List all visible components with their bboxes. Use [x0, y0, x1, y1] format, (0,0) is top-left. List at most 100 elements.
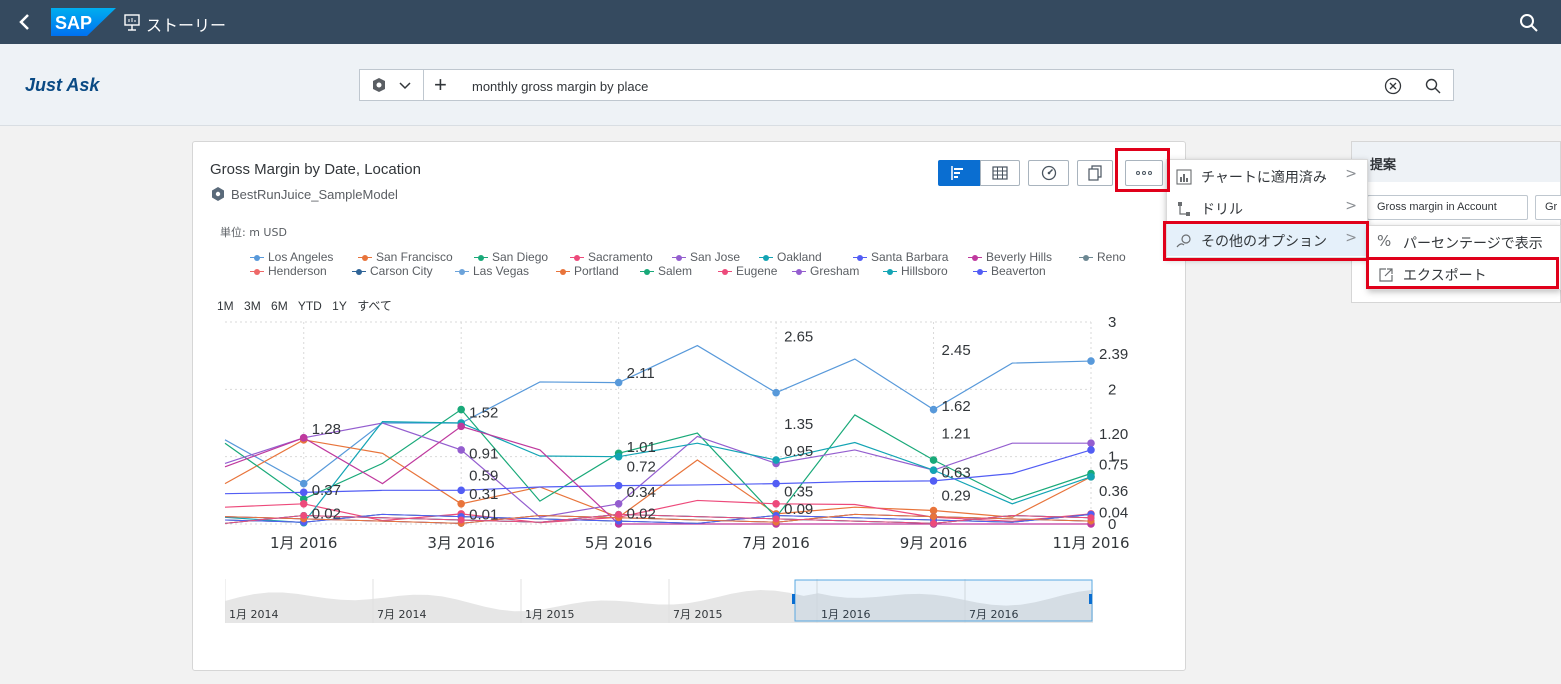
legend-item[interactable]: Beverly Hills — [968, 250, 1052, 264]
data-point — [614, 378, 623, 387]
menu-item-show-percentage[interactable]: % パーセンテージで表示 — [1369, 226, 1560, 258]
legend-item[interactable]: San Francisco — [358, 250, 453, 264]
time-navigator[interactable]: 1月 2014 7月 2014 1月 2015 7月 2015 1月 2016 7月 20… — [225, 579, 1093, 623]
data-point — [772, 456, 780, 464]
search-query-text[interactable]: monthly gross margin by place — [472, 79, 649, 94]
legend-item[interactable]: Los Angeles — [250, 250, 333, 264]
back-button[interactable] — [14, 10, 36, 34]
legend-marker — [352, 268, 366, 276]
menu-item-export[interactable]: エクスポート — [1369, 258, 1560, 290]
menu-item-more-options[interactable]: その他のオプション > — [1167, 224, 1367, 256]
range-1m[interactable]: 1M — [217, 299, 234, 313]
legend-item[interactable]: Hillsboro — [883, 264, 948, 278]
data-point — [929, 466, 938, 474]
legend-item[interactable]: Portland — [556, 264, 619, 278]
legend-item[interactable]: Salem — [640, 264, 692, 278]
copy-button[interactable] — [1077, 160, 1113, 186]
gauge-icon — [1041, 165, 1056, 181]
svg-text:SAP: SAP — [55, 13, 92, 33]
table-view-button[interactable] — [980, 160, 1020, 186]
line-chart[interactable]: 0 1 2 3 1月 2016 3月 2016 5月 2016 7月 2016 9月 2016 1… — [193, 142, 1185, 562]
legend-item[interactable]: Oakland — [759, 250, 822, 264]
navigator-tick-label: 7月 2015 — [673, 608, 723, 621]
y-tick-label: 0 — [1108, 516, 1116, 533]
legend-marker — [718, 268, 732, 276]
legend-item[interactable]: Gresham — [792, 264, 859, 278]
legend-label: Oakland — [777, 250, 822, 264]
data-point — [299, 500, 308, 508]
suggestion-title: 提案 — [1370, 158, 1397, 173]
data-point — [457, 405, 465, 414]
legend-marker — [973, 268, 987, 276]
data-label: 2.45 — [942, 342, 971, 359]
legend-label: Beaverton — [991, 264, 1046, 278]
series-line — [224, 344, 1092, 485]
range-ytd[interactable]: YTD — [297, 299, 322, 313]
shell-search-button[interactable] — [1518, 12, 1540, 34]
legend-item[interactable]: Santa Barbara — [853, 250, 948, 264]
context-menu: チャートに適用済み > ドリル > その他のオプション > — [1166, 159, 1368, 258]
range-6m[interactable]: 6M — [271, 299, 288, 313]
suggestion-chip[interactable]: Gr — [1535, 195, 1561, 220]
legend-item[interactable]: Beaverton — [973, 264, 1046, 278]
x-tick-label: 9月 2016 — [900, 534, 968, 552]
data-label: 0.75 — [1099, 457, 1128, 474]
legend-marker — [358, 254, 372, 262]
clear-icon[interactable] — [1384, 77, 1402, 95]
data-point — [299, 479, 308, 488]
series-line — [224, 513, 1092, 524]
legend-item[interactable]: Sacramento — [570, 250, 653, 264]
range-3m[interactable]: 3M — [244, 299, 261, 313]
legend-item[interactable]: Reno — [1079, 250, 1126, 264]
unit-label: 単位: m USD — [220, 226, 287, 239]
add-button[interactable]: + — [434, 72, 447, 97]
x-tick-label: 7月 2016 — [742, 534, 810, 552]
suggestion-chip[interactable]: Gross margin in Account — [1367, 195, 1528, 220]
data-label: 0.04 — [1099, 504, 1128, 521]
legend-label: Carson City — [370, 264, 433, 278]
legend-item[interactable]: San Jose — [672, 250, 740, 264]
legend-marker — [250, 268, 264, 276]
legend-label: Santa Barbara — [871, 250, 949, 264]
navigator-tick-label: 1月 2014 — [229, 608, 279, 621]
legend-label: Los Angeles — [268, 250, 334, 264]
chevron-right-icon: > — [1345, 198, 1357, 214]
data-point — [299, 488, 308, 497]
legend-item[interactable]: Las Vegas — [455, 264, 529, 278]
navigator-tick-label: 1月 2016 — [821, 608, 871, 621]
legend-item[interactable]: Carson City — [352, 264, 433, 278]
menu-item-drill[interactable]: ドリル > — [1167, 192, 1367, 224]
menu-item-applied-to-chart[interactable]: チャートに適用済み > — [1167, 160, 1367, 192]
x-tick-label: 3月 2016 — [427, 534, 495, 552]
legend-marker — [250, 254, 264, 262]
data-label: 0.95 — [784, 443, 813, 460]
sap-logo[interactable]: SAP — [51, 8, 116, 36]
model-selector[interactable] — [360, 70, 424, 100]
data-label: 1.52 — [469, 405, 498, 422]
legend-marker — [474, 254, 488, 262]
menu-label: パーセンテージで表示 — [1403, 236, 1543, 252]
legend-label: Hillsboro — [901, 264, 948, 278]
menu-label: ドリル — [1201, 202, 1243, 218]
more-options-button[interactable] — [1125, 160, 1163, 186]
search-icon[interactable] — [1424, 77, 1442, 95]
legend-item[interactable]: Henderson — [250, 264, 327, 278]
data-point — [457, 486, 465, 495]
range-all[interactable]: すべて — [357, 299, 392, 313]
range-1y[interactable]: 1Y — [332, 299, 347, 313]
bar-chart-view-button[interactable] — [938, 160, 980, 186]
data-label: 1.35 — [784, 416, 813, 433]
suggestion-header: 提案 — [1352, 142, 1560, 182]
legend-label: Beverly Hills — [986, 250, 1053, 264]
gauge-button[interactable] — [1028, 160, 1069, 186]
x-tick-label: 1月 2016 — [270, 534, 338, 552]
data-label: 0.02 — [312, 506, 341, 523]
chart-card[interactable]: Gross Margin by Date, Location BestRunJu… — [192, 141, 1186, 671]
ask-search-field[interactable]: + monthly gross margin by place — [359, 69, 1454, 101]
percent-icon: % — [1377, 232, 1392, 250]
legend-item[interactable]: San Diego — [474, 250, 548, 264]
data-point — [1087, 473, 1095, 481]
x-tick-label: 11月 2016 — [1052, 534, 1129, 552]
search-icon — [1520, 14, 1538, 32]
legend-item[interactable]: Eugene — [718, 264, 777, 278]
